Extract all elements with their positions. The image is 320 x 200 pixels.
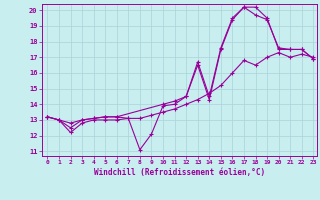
X-axis label: Windchill (Refroidissement éolien,°C): Windchill (Refroidissement éolien,°C) — [94, 168, 265, 177]
